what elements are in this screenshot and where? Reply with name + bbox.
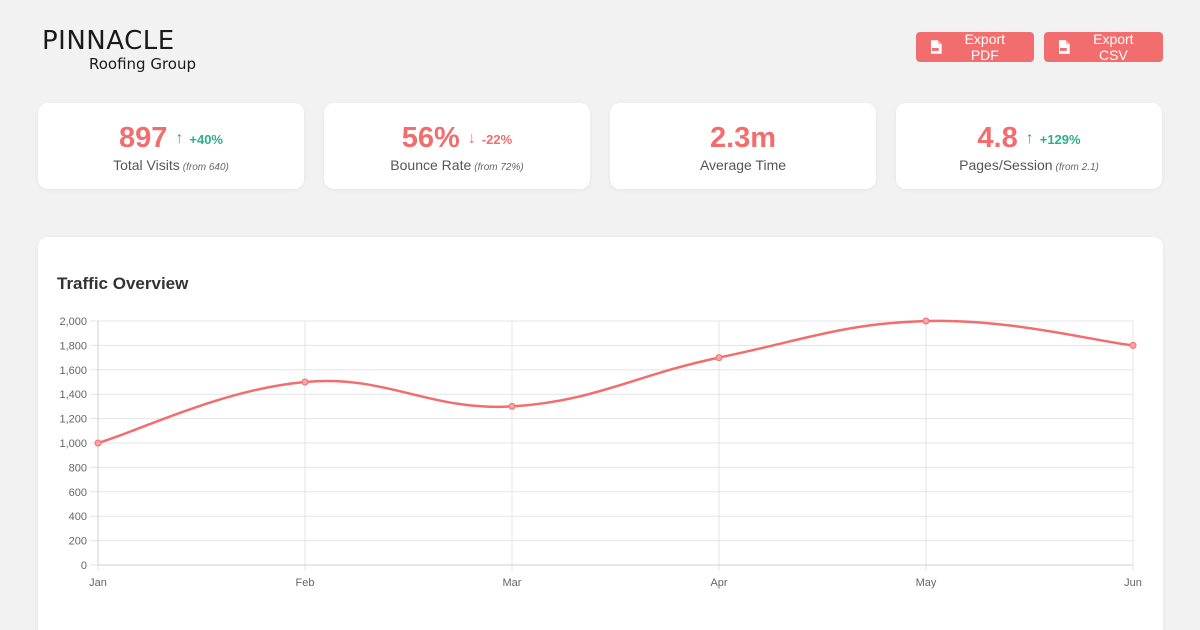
stat-label: Average Time: [610, 157, 876, 173]
stat-value: 56%: [401, 122, 460, 154]
stat-label: Bounce Rate (from 72%): [324, 157, 590, 173]
brand-tagline: Roofing Group: [89, 55, 197, 73]
y-tick-label: 0: [81, 560, 87, 572]
panel-title: Traffic Overview: [57, 274, 189, 293]
y-tick-label: 800: [69, 462, 87, 474]
x-tick-label: May: [916, 577, 937, 589]
data-point: [1129, 341, 1137, 349]
stat-change-text: -22%: [481, 131, 513, 147]
x-tick-label: Feb: [296, 577, 315, 589]
y-tick-label: 1,200: [59, 414, 87, 426]
traffic-line-chart: 0 200 400 600 800 1,000 1,200 1,400 1,600 1,800 2,…: [59, 316, 1142, 589]
data-point: [922, 317, 930, 325]
stat-card-bounce-rate: 56% ↓ -22% Bounce Rate (from 72%): [324, 103, 590, 189]
y-tick-label: 400: [69, 511, 87, 523]
export-csv-label: Export CSV: [1093, 31, 1134, 63]
stat-label: Total Visits (from 640): [38, 157, 304, 173]
traffic-series-line: [97, 319, 1134, 445]
stat-value: 2.3m: [709, 122, 777, 154]
y-tick-label: 1,600: [59, 365, 87, 377]
arrow-down-icon: ↓: [467, 130, 476, 147]
stat-from: (from 72%): [474, 162, 524, 173]
stat-from: (from 640): [182, 162, 229, 173]
stat-value: 897: [118, 122, 168, 154]
y-tick-label: 600: [69, 487, 87, 499]
x-tick-label: Apr: [710, 577, 727, 589]
data-point: [301, 378, 309, 386]
stat-change: ↑ +40%: [175, 131, 223, 147]
stat-change-text: +129%: [1039, 131, 1081, 147]
stat-change: ↑ +129%: [1026, 131, 1081, 147]
traffic-overview-panel: Traffic Overview 0 200 400 600 800 1,000 1,200…: [38, 237, 1163, 630]
stat-change: ↓ -22%: [468, 131, 512, 147]
stat-card-pages-session: 4.8 ↑ +129% Pages/Session (from 2.1): [896, 103, 1162, 189]
stat-card-average-time: 2.3m Average Time: [610, 103, 876, 189]
data-point: [94, 439, 102, 447]
y-tick-label: 1,400: [59, 389, 87, 401]
y-tick-label: 200: [69, 536, 87, 548]
y-tick-label: 1,800: [59, 340, 87, 352]
stat-label-text: Pages/Session: [959, 157, 1053, 173]
data-point: [508, 402, 516, 410]
export-csv-button[interactable]: Export CSV: [1044, 31, 1163, 63]
y-tick-label: 2,000: [59, 316, 87, 328]
x-tick-label: Mar: [503, 577, 522, 589]
stat-card-total-visits: 897 ↑ +40% Total Visits (from 640): [38, 103, 304, 189]
stat-label-text: Total Visits: [113, 157, 180, 173]
file-csv-icon: [1058, 40, 1070, 54]
arrow-up-icon: ↑: [175, 130, 184, 147]
stat-label: Pages/Session (from 2.1): [896, 157, 1162, 173]
x-tick-label: Jan: [89, 577, 107, 589]
stat-change-text: +40%: [189, 131, 223, 147]
brand-name: PINNACLE: [42, 26, 175, 56]
stat-value: 4.8: [977, 122, 1018, 154]
export-pdf-label: Export PDF: [964, 31, 1006, 63]
export-pdf-button[interactable]: Export PDF: [916, 31, 1034, 63]
brand-logo: PINNACLE Roofing Group: [40, 22, 270, 74]
arrow-up-icon: ↑: [1025, 130, 1034, 147]
data-point: [715, 354, 723, 362]
file-pdf-icon: [930, 40, 942, 54]
x-tick-label: Jun: [1124, 577, 1142, 589]
stat-from: (from 2.1): [1055, 162, 1099, 173]
y-tick-label: 1,000: [59, 438, 87, 450]
stat-label-text: Average Time: [699, 157, 787, 173]
stat-label-text: Bounce Rate: [390, 157, 472, 173]
